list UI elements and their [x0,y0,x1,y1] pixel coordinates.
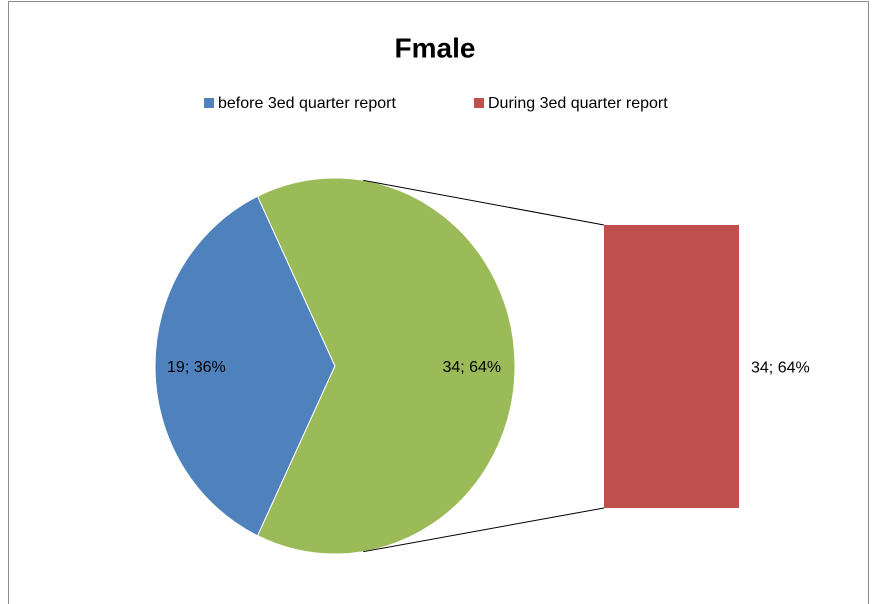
data-label: 19; 36% [167,359,226,376]
pie-slice [154,195,336,537]
data-label: 34; 64% [751,360,810,377]
legend-label: before 3ed quarter report [218,95,396,112]
connector-line [363,179,605,226]
legend-swatch [204,98,214,108]
chart-title: Fmale [395,32,476,63]
legend-label: During 3ed quarter report [488,95,668,112]
legend-swatch [474,98,484,108]
bar [604,225,739,508]
pie-slice-other [256,177,516,555]
data-label: 34; 64% [442,359,501,376]
connector-line [363,507,605,553]
